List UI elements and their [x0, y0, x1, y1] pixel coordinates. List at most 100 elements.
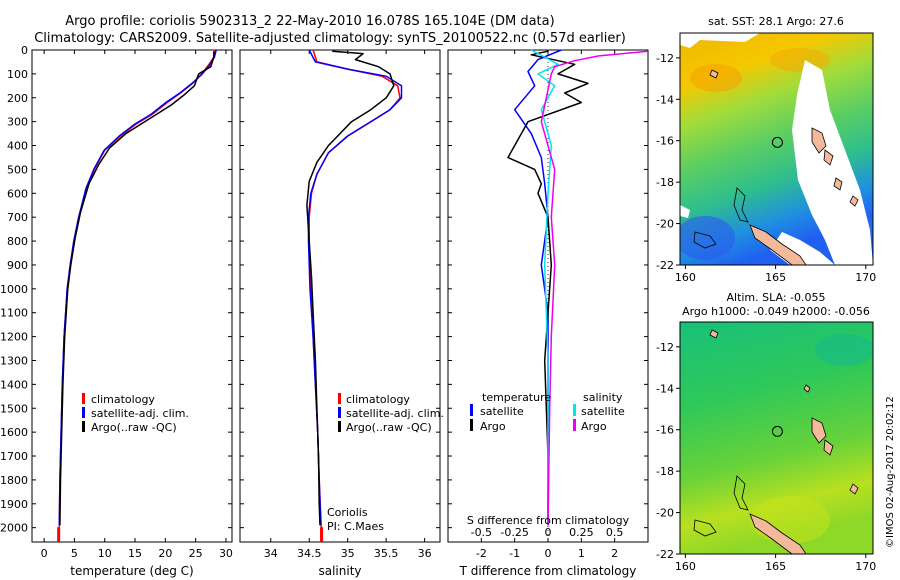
island-espiritu-santo [811, 417, 827, 444]
depth-tick-label: 1300 [0, 354, 28, 367]
depth-tick-label: 1700 [0, 450, 28, 463]
reef-contour [693, 231, 717, 249]
legend-swatch-climatology [338, 393, 341, 404]
lat-tick-label: -14 [656, 382, 674, 395]
legend-label-s-argo: Argo [581, 420, 607, 433]
x-tick-label: 25 [189, 547, 203, 560]
legend-label-t-argo: Argo [480, 420, 506, 433]
legend-swatch-t-satellite [470, 404, 473, 416]
reef-contour [733, 187, 749, 223]
island-new-caledonia [749, 513, 807, 554]
lon-tick-label: 165 [765, 560, 786, 573]
sst-map-frame [679, 32, 874, 266]
sst-missing-data [792, 60, 873, 265]
x-tick-label: -1 [509, 547, 520, 560]
series-line-s-argo [540, 50, 649, 526]
island-malakula [823, 149, 834, 166]
island-chesterfield [709, 329, 719, 339]
lat-tick-label: -12 [656, 341, 674, 354]
salinity-panel: 34 34.5 35 35.5 36 salinity climatology sate… [239, 49, 444, 578]
lat-tick-label: -20 [656, 218, 674, 231]
depth-tick-label: 1400 [0, 378, 28, 391]
x-tick-label: 34.5 [297, 547, 322, 560]
island-small [849, 483, 859, 495]
island-small [803, 384, 811, 393]
reef-contour [693, 519, 717, 537]
depth-tick-label: 2000 [0, 522, 28, 535]
sst-missing-data [680, 205, 690, 218]
data-centre-annotation: Coriolis [327, 506, 368, 519]
lat-tick-label: -18 [656, 465, 674, 478]
sla-map-frame [679, 321, 874, 555]
legend-swatch-t-argo [470, 419, 473, 431]
legend-title-salinity: salinity [583, 391, 623, 404]
x-tick-label: 20 [158, 547, 172, 560]
island-small [849, 195, 859, 207]
depth-tick-label: 1000 [0, 283, 28, 296]
lat-tick-label: -22 [656, 548, 674, 561]
lat-tick-label: -20 [656, 507, 674, 520]
island-chesterfield [709, 69, 719, 79]
sla-low-patch [815, 334, 873, 366]
depth-tick-label: 1500 [0, 402, 28, 415]
depth-tick-label: 1200 [0, 331, 28, 344]
salinity-depth-ticks [240, 49, 440, 529]
sla-map-title: Altim. SLA: -0.055 [726, 291, 825, 304]
depth-tick-label: 400 [7, 140, 28, 153]
legend-label-climatology: climatology [91, 393, 155, 406]
header-line1: Argo profile: coriolis 5902313_2 22-May-… [65, 14, 554, 29]
lat-tick-label: -18 [656, 176, 674, 189]
x-tick-label: 10 [98, 547, 112, 560]
depth-tick-label: 0 [21, 44, 28, 57]
reef-contour [733, 475, 749, 511]
legend-swatch-s-argo [573, 419, 576, 431]
legend-swatch-argo [82, 421, 85, 432]
temperature-series [57, 49, 217, 542]
series-line-satellite-adj-clim- [307, 49, 403, 526]
depth-tick-label: 900 [7, 259, 28, 272]
sla-map-subtitle: Argo h1000: -0.049 h2000: -0.056 [682, 305, 870, 318]
depth-axis: 0 100 200 300 400 500 600 700 800 900 1000 1100 1200… [0, 44, 232, 535]
series-line-s-satellite [530, 49, 559, 526]
difference-series [507, 49, 649, 526]
sst-missing-data [680, 33, 760, 48]
temperature-legend: climatology satellite-adj. clim. Argo(..… [82, 393, 189, 434]
x-tick-label: 15 [128, 547, 142, 560]
sst-map-axes: 160 165 170 -12 -14 -16 -18 -20 -22 [656, 52, 876, 284]
legend-label-satellite: satellite-adj. clim. [91, 407, 189, 420]
sst-cool-patch [680, 216, 735, 260]
lat-tick-label: -12 [656, 52, 674, 65]
argo-position-marker [771, 136, 783, 148]
difference-xlabel-top: S difference from climatology [467, 514, 630, 527]
lon-tick-label: 170 [855, 560, 876, 573]
legend-swatch-satellite [338, 407, 341, 418]
series-line-t-argo [507, 50, 589, 526]
depth-tick-label: 1900 [0, 498, 28, 511]
depth-tick-label: 800 [7, 235, 28, 248]
difference-legend: temperature satellite Argo salinity sate… [470, 391, 625, 433]
depth-tick-label: 500 [7, 163, 28, 176]
x-tick-label: 2 [611, 547, 618, 560]
x-tick-label: 5 [71, 547, 78, 560]
difference-x-axis: -2 -1 0 1 2 [476, 50, 618, 560]
legend-swatch-s-satellite [573, 404, 576, 416]
difference-depth-ticks [448, 49, 648, 529]
x-tick-label: 35.5 [374, 547, 399, 560]
header-line2: Climatology: CARS2009. Satellite-adjuste… [34, 31, 626, 46]
lat-tick-label: -16 [656, 424, 674, 437]
legend-swatch-climatology [82, 393, 85, 404]
x-tick-label: 36 [418, 547, 432, 560]
series-line-argo-raw-qc- [59, 51, 215, 526]
depth-tick-label: 1800 [0, 474, 28, 487]
x-tick-label: 0 [545, 547, 552, 560]
salinity-x-axis: 34 34.5 35 35.5 36 [264, 50, 432, 560]
legend-label-s-satellite: satellite [581, 405, 625, 418]
legend-label-t-satellite: satellite [480, 405, 524, 418]
legend-label-argo: Argo(..raw -QC) [91, 421, 177, 434]
island-espiritu-santo [811, 127, 827, 154]
salinity-difference-ticks: -0.5 -0.25 0 0.25 0.5 [471, 526, 624, 539]
x-tick-label: -2 [476, 547, 487, 560]
salinity-xlabel: salinity [318, 564, 361, 578]
x-tick-label: 30 [219, 547, 233, 560]
s-difference-tick-label: 0.5 [606, 526, 624, 539]
